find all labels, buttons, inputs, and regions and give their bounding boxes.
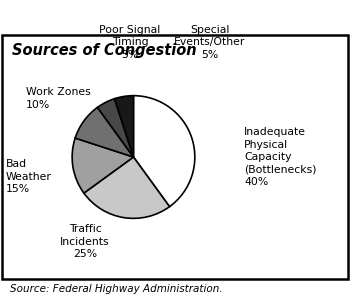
Text: Traffic
Incidents
25%: Traffic Incidents 25% xyxy=(60,224,110,259)
Wedge shape xyxy=(84,157,169,218)
Text: Poor Signal
Timing
5%: Poor Signal Timing 5% xyxy=(99,25,161,60)
Wedge shape xyxy=(133,96,195,207)
Text: Special
Events/Other
5%: Special Events/Other 5% xyxy=(174,25,245,60)
Bar xyxy=(2,35,348,279)
Text: Inadequate
Physical
Capacity
(Bottlenecks)
40%: Inadequate Physical Capacity (Bottleneck… xyxy=(244,127,317,187)
Wedge shape xyxy=(97,99,133,157)
Wedge shape xyxy=(114,96,133,157)
Text: Source: Federal Highway Administration.: Source: Federal Highway Administration. xyxy=(10,285,223,294)
Wedge shape xyxy=(72,138,133,193)
Wedge shape xyxy=(75,107,133,157)
Text: Work Zones
10%: Work Zones 10% xyxy=(26,87,91,110)
Text: Bad
Weather
15%: Bad Weather 15% xyxy=(6,159,51,194)
Text: Sources of Congestion: Sources of Congestion xyxy=(12,43,197,58)
Text: Exhibit 4-1: Exhibit 4-1 xyxy=(12,14,92,27)
